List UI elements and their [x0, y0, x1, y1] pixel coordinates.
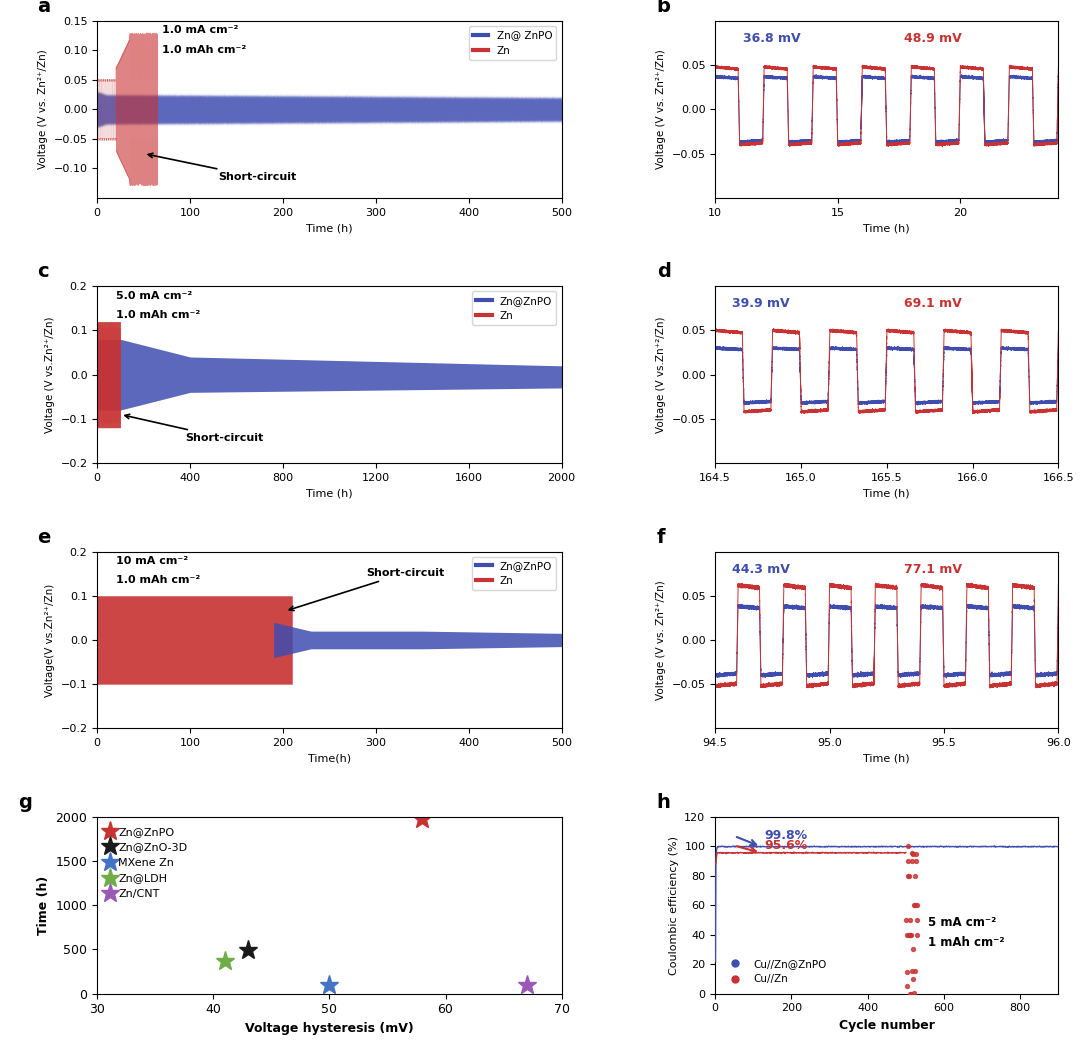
Legend: Zn@ZnPO, Zn@ZnO-3D, MXene Zn, Zn@LDH, Zn/CNT: Zn@ZnPO, Zn@ZnO-3D, MXene Zn, Zn@LDH, Zn… — [103, 822, 192, 904]
Y-axis label: Voltage (V vs.Zn⁺²/Zn): Voltage (V vs.Zn⁺²/Zn) — [656, 316, 666, 433]
Y-axis label: Voltage (V vs. Zn²⁺/Zn): Voltage (V vs. Zn²⁺/Zn) — [656, 49, 666, 169]
X-axis label: Time(h): Time(h) — [308, 754, 351, 764]
Legend: Zn@ZnPO, Zn: Zn@ZnPO, Zn — [472, 292, 556, 325]
Text: 1.0 mAh cm⁻²: 1.0 mAh cm⁻² — [116, 310, 200, 320]
Point — [904, 962, 921, 979]
Point — [908, 927, 926, 943]
Y-axis label: Voltage (V vs. Zn²⁺/Zn): Voltage (V vs. Zn²⁺/Zn) — [656, 581, 666, 700]
Text: b: b — [657, 0, 671, 16]
X-axis label: Time (h): Time (h) — [306, 223, 353, 233]
Point — [908, 912, 926, 929]
Text: g: g — [18, 793, 32, 812]
Point — [901, 867, 918, 884]
Text: c: c — [37, 263, 49, 281]
Legend: Zn@ZnPO, Zn: Zn@ZnPO, Zn — [472, 556, 556, 590]
Point — [901, 985, 918, 1002]
Text: 44.3 mV: 44.3 mV — [732, 563, 791, 575]
Text: Short-circuit: Short-circuit — [125, 414, 264, 444]
X-axis label: Voltage hysteresis (mV): Voltage hysteresis (mV) — [245, 1022, 414, 1034]
Point — [904, 941, 921, 958]
Point — [900, 852, 917, 869]
Point — [901, 927, 918, 943]
Y-axis label: Voltage(V vs.Zn²⁺/Zn): Voltage(V vs.Zn²⁺/Zn) — [44, 584, 55, 697]
Legend: Zn@ ZnPO, Zn: Zn@ ZnPO, Zn — [469, 26, 556, 60]
Text: 1.0 mAh cm⁻²: 1.0 mAh cm⁻² — [162, 45, 246, 54]
Y-axis label: Voltage (V vs. Zn²⁺/Zn): Voltage (V vs. Zn²⁺/Zn) — [38, 49, 48, 169]
Point — [908, 896, 926, 913]
Text: 77.1 mV: 77.1 mV — [904, 563, 962, 575]
Text: Short-circuit: Short-circuit — [289, 568, 445, 611]
Text: 39.9 mV: 39.9 mV — [732, 297, 789, 311]
Text: 69.1 mV: 69.1 mV — [904, 297, 961, 311]
Legend: Cu//Zn@ZnPO, Cu//Zn: Cu//Zn@ZnPO, Cu//Zn — [720, 955, 832, 988]
Text: 5.0 mA cm⁻²: 5.0 mA cm⁻² — [116, 291, 192, 300]
Text: a: a — [37, 0, 50, 16]
Point — [907, 897, 924, 914]
Point — [902, 926, 919, 942]
X-axis label: Time (h): Time (h) — [863, 223, 910, 233]
Text: 5 mA cm⁻²: 5 mA cm⁻² — [928, 916, 996, 930]
X-axis label: Time (h): Time (h) — [863, 754, 910, 764]
Text: 1.0 mAh cm⁻²: 1.0 mAh cm⁻² — [116, 575, 200, 586]
Point — [902, 927, 919, 943]
Point — [907, 852, 924, 869]
Text: 95.6%: 95.6% — [765, 839, 808, 852]
Point — [899, 963, 916, 980]
Text: e: e — [37, 527, 50, 547]
Point — [899, 926, 916, 942]
Point — [903, 852, 920, 869]
Y-axis label: Voltage (V vs.Zn²⁺/Zn): Voltage (V vs.Zn²⁺/Zn) — [44, 316, 55, 433]
Y-axis label: Coulombic efficiency (%): Coulombic efficiency (%) — [669, 836, 678, 975]
X-axis label: Cycle number: Cycle number — [839, 1019, 934, 1032]
Point — [899, 838, 916, 855]
Point — [902, 911, 919, 928]
Text: 1.0 mA cm⁻²: 1.0 mA cm⁻² — [162, 25, 239, 36]
Point — [905, 985, 922, 1002]
Point — [905, 971, 922, 987]
Point — [897, 911, 915, 928]
Point — [903, 985, 920, 1002]
Text: d: d — [657, 263, 671, 281]
Text: f: f — [657, 527, 665, 547]
Point — [897, 978, 915, 995]
X-axis label: Time (h): Time (h) — [306, 488, 353, 498]
Point — [906, 962, 923, 979]
Point — [904, 845, 921, 862]
X-axis label: Time (h): Time (h) — [863, 488, 910, 498]
Point — [907, 845, 924, 862]
Point — [900, 867, 917, 884]
Text: 48.9 mV: 48.9 mV — [904, 32, 961, 45]
Point — [906, 867, 923, 884]
Text: 99.8%: 99.8% — [765, 829, 808, 842]
Text: 10 mA cm⁻²: 10 mA cm⁻² — [116, 555, 188, 566]
Text: 36.8 mV: 36.8 mV — [743, 32, 800, 45]
Y-axis label: Time (h): Time (h) — [37, 876, 50, 935]
Text: h: h — [657, 793, 671, 812]
Point — [903, 845, 920, 862]
Text: Short-circuit: Short-circuit — [148, 154, 296, 182]
Point — [905, 896, 922, 913]
Text: 1 mAh cm⁻²: 1 mAh cm⁻² — [928, 936, 1004, 949]
